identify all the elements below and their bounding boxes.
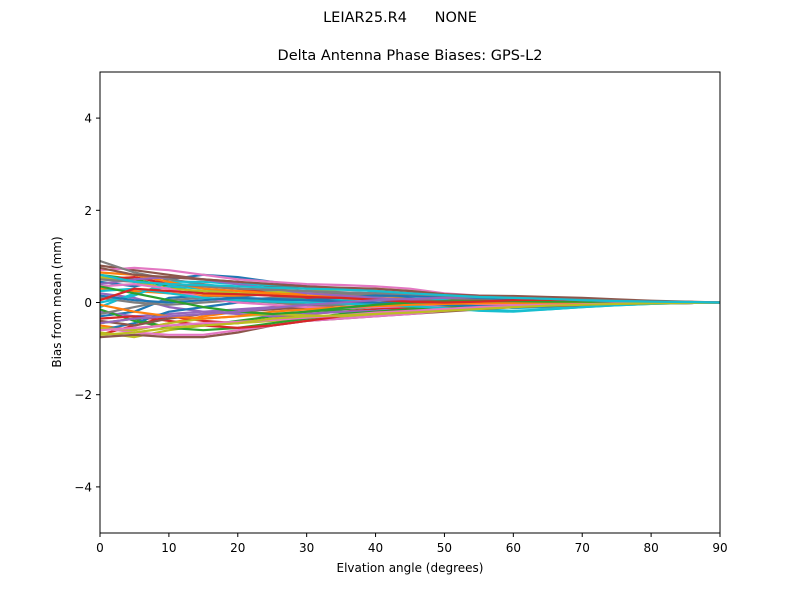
x-tick-label: 90: [712, 541, 727, 555]
series-line-s36: [100, 266, 720, 304]
y-tick-label: 2: [84, 204, 92, 218]
series-lines: [100, 259, 720, 339]
figure-suptitle: LEIAR25.R4 NONE: [323, 10, 477, 26]
x-tick-label: 50: [437, 541, 452, 555]
y-tick-label: 4: [84, 112, 92, 126]
x-tick-label: 0: [96, 541, 104, 555]
x-tick-label: 20: [230, 541, 245, 555]
series-line-s40: [100, 273, 720, 304]
y-tick-label: −2: [74, 388, 92, 402]
series-line-s39: [100, 301, 720, 336]
y-tick-label: −4: [74, 480, 92, 494]
x-tick-label: 30: [299, 541, 314, 555]
y-tick-label: 0: [84, 296, 92, 310]
x-axis-ticks: 0 10 20 30 40 50 60 70 80 90: [96, 533, 728, 555]
series-line-s30: [100, 287, 720, 313]
x-axis-label: Elvation angle (degrees): [336, 561, 484, 575]
x-tick-label: 10: [161, 541, 176, 555]
x-tick-label: 80: [643, 541, 658, 555]
x-tick-label: 70: [575, 541, 590, 555]
y-axis-ticks: −4 −2 0 2 4: [74, 112, 100, 494]
x-tick-label: 40: [368, 541, 383, 555]
chart-title: Delta Antenna Phase Biases: GPS-L2: [277, 48, 543, 64]
x-tick-label: 60: [506, 541, 521, 555]
